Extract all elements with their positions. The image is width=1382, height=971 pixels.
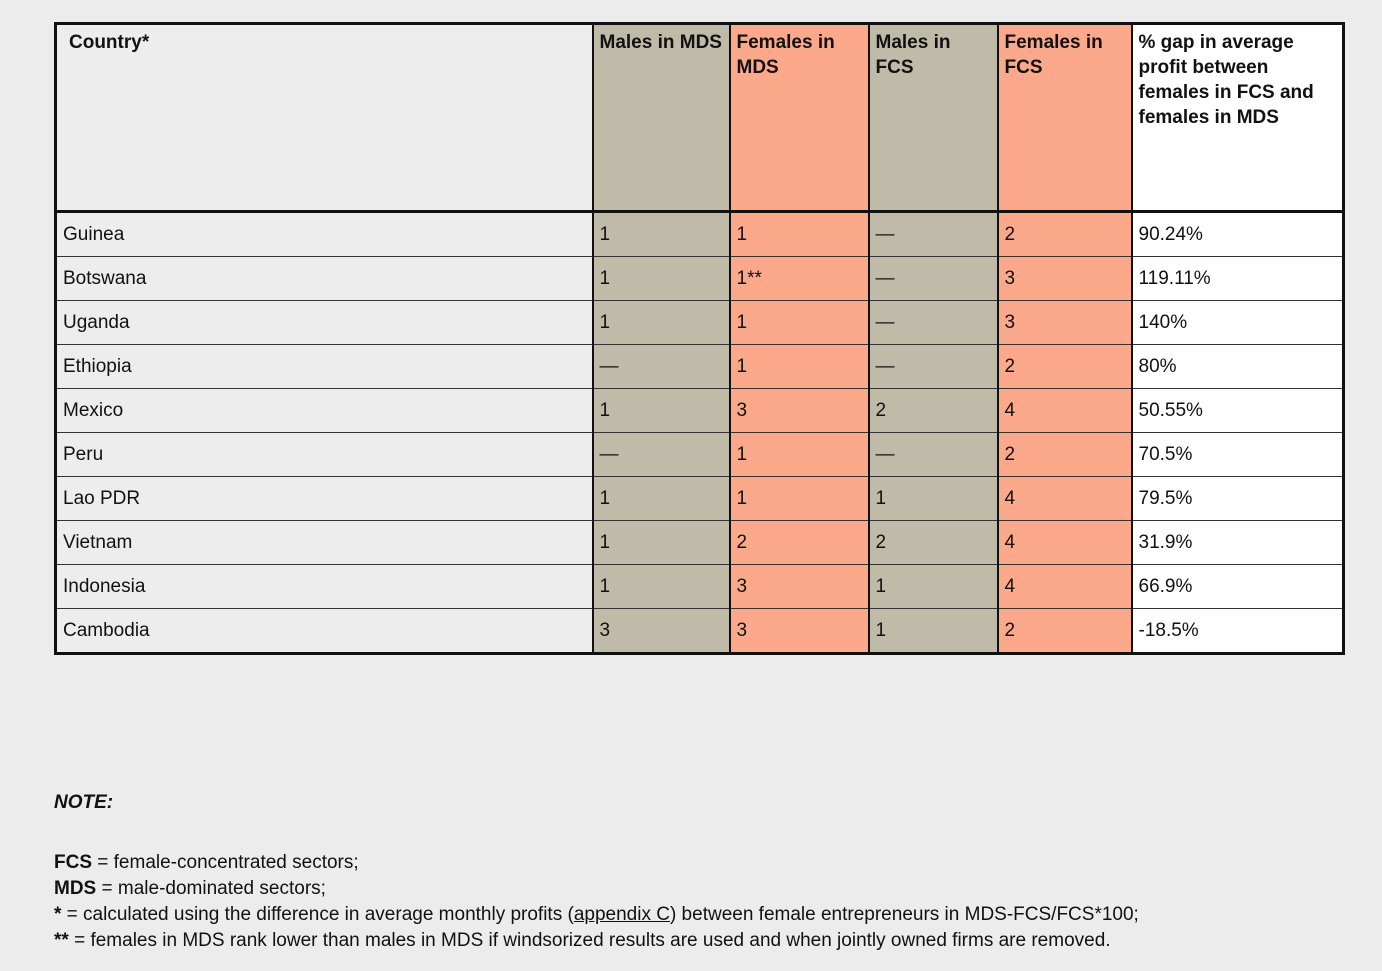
country-cell: Uganda [55,300,593,345]
males-mds-cell: 1 [591,564,730,609]
header-country: Country* [55,23,593,213]
note-fcs-term: FCS [54,852,92,873]
profit-gap-cell: 79.5% [1130,476,1344,521]
profit-gap-cell: 31.9% [1130,520,1344,565]
table-row: Ethiopia —1—2 80% [55,344,1344,389]
females-mds-cell: 1 [728,476,869,521]
note-fcs-text: = female-concentrated sectors; [92,852,359,873]
note-double-star: ** = females in MDS rank lower than male… [54,928,1139,954]
country-cell: Ethiopia [55,344,593,389]
table-row: Guinea 1 1—2 90.24% [55,211,1344,257]
profit-gap-cell: 66.9% [1130,564,1344,609]
males-mds-cell: 1 [591,256,730,301]
table-row: Lao PDR 1 1 1 4 79.5% [55,476,1344,521]
males-mds-cell: 1 [591,211,730,257]
males-fcs-cell: — [867,344,998,389]
females-fcs-cell: 3 [996,300,1132,345]
profit-gap-cell: -18.5% [1130,608,1344,654]
females-mds-cell: 3 [728,608,869,654]
males-fcs-cell: 1 [867,476,998,521]
country-cell: Mexico [55,388,593,433]
table-row: Peru —1—2 70.5% [55,432,1344,477]
females-fcs-cell: 2 [996,608,1132,654]
note-mds: MDS = male-dominated sectors; [54,876,1139,902]
males-fcs-cell: 1 [867,608,998,654]
profit-gap-cell: 90.24% [1130,211,1344,257]
profit-gap-cell: 119.11% [1130,256,1344,301]
note-dstar-term: ** [54,930,69,951]
country-cell: Indonesia [55,564,593,609]
males-mds-cell: 1 [591,476,730,521]
note-mds-text: = male-dominated sectors; [96,878,326,899]
profit-gap-cell: 80% [1130,344,1344,389]
ranking-table: Country* Males in MDS Females in MDS Mal… [54,22,1345,655]
females-fcs-cell: 2 [996,211,1132,257]
males-fcs-cell: 2 [867,520,998,565]
table-row: Botswana 1 1** —3 119.11% [55,256,1344,301]
table-row: Cambodia 3 3 1 2 -18.5% [55,608,1344,654]
males-mds-cell: 1 [591,520,730,565]
males-fcs-cell: — [867,432,998,477]
table-header-row: Country* Males in MDS Females in MDS Mal… [55,23,1344,213]
females-fcs-cell: 4 [996,564,1132,609]
table-row: Uganda 1 1—3 140% [55,300,1344,345]
profit-gap-cell: 50.55% [1130,388,1344,433]
males-fcs-cell: — [867,256,998,301]
females-fcs-cell: 3 [996,256,1132,301]
country-cell: Peru [55,432,593,477]
header-males-mds: Males in MDS [591,23,730,213]
country-cell: Cambodia [55,608,593,654]
note-star-text-before: = calculated using the difference in ave… [61,904,574,925]
females-fcs-cell: 4 [996,388,1132,433]
note-mds-term: MDS [54,878,97,899]
females-fcs-cell: 4 [996,520,1132,565]
country-cell: Botswana [55,256,593,301]
males-fcs-cell: — [867,300,998,345]
table-row: Vietnam 1 2 2 4 31.9% [55,520,1344,565]
appendix-c-link[interactable]: appendix C [573,904,670,925]
profit-gap-cell: 70.5% [1130,432,1344,477]
males-mds-cell: 3 [591,608,730,654]
females-mds-cell: 1** [728,256,869,301]
females-mds-cell: 1 [728,300,869,345]
females-fcs-cell: 2 [996,432,1132,477]
females-mds-cell: 1 [728,211,869,257]
females-mds-cell: 3 [728,564,869,609]
males-mds-cell: 1 [591,388,730,433]
note-star: * = calculated using the difference in a… [54,902,1139,928]
females-mds-cell: 1 [728,432,869,477]
header-males-fcs: Males in FCS [867,23,998,213]
males-mds-cell: — [591,432,730,477]
note-title: NOTE: [54,792,114,813]
header-profit-gap: % gap in average profit between females … [1130,23,1344,213]
note-fcs: FCS = female-concentrated sectors; [54,850,1139,876]
country-cell: Lao PDR [55,476,593,521]
males-mds-cell: — [591,344,730,389]
country-cell: Vietnam [55,520,593,565]
header-females-mds: Females in MDS [728,23,869,213]
note-star-term: * [54,904,62,925]
males-mds-cell: 1 [591,300,730,345]
females-fcs-cell: 4 [996,476,1132,521]
females-mds-cell: 2 [728,520,869,565]
country-cell: Guinea [55,211,593,257]
table-row: Indonesia 1 3 1 4 66.9% [55,564,1344,609]
header-females-fcs: Females in FCS [996,23,1132,213]
profit-gap-cell: 140% [1130,300,1344,345]
males-fcs-cell: — [867,211,998,257]
note-dstar-text: = females in MDS rank lower than males i… [68,930,1111,951]
females-mds-cell: 1 [728,344,869,389]
females-mds-cell: 3 [728,388,869,433]
note-star-text-after: ) between female entrepreneurs in MDS-FC… [669,904,1139,925]
table-notes: NOTE: FCS = female-concentrated sectors;… [54,790,1139,954]
males-fcs-cell: 2 [867,388,998,433]
females-fcs-cell: 2 [996,344,1132,389]
males-fcs-cell: 1 [867,564,998,609]
table-row: Mexico 1 3 2 4 50.55% [55,388,1344,433]
